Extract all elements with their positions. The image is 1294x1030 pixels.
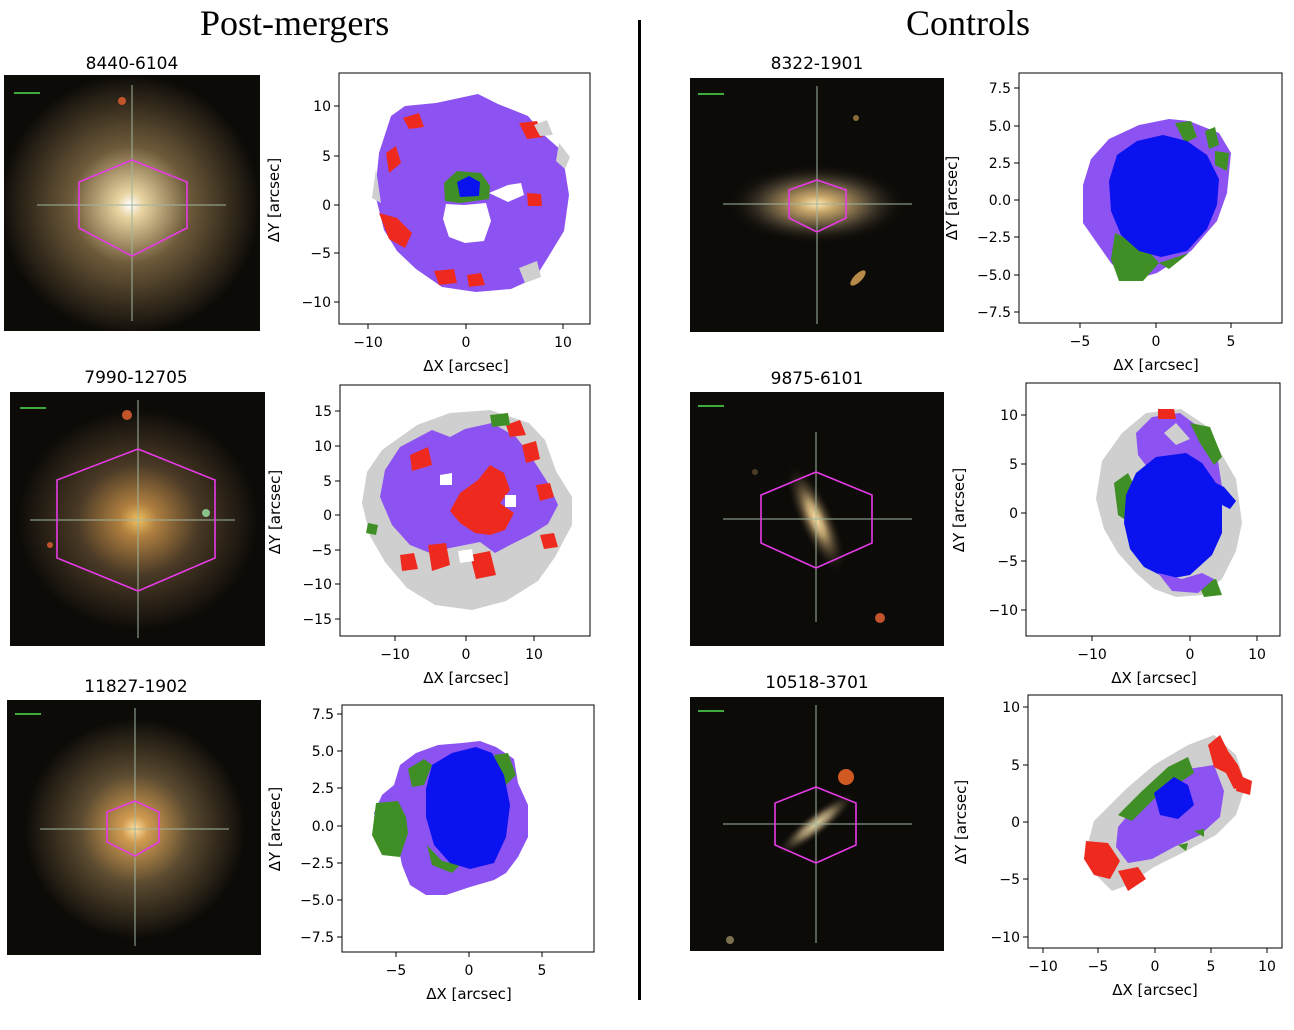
y-tick: −10 bbox=[990, 930, 1020, 946]
y-axis-label: ΔY [arcsec] bbox=[943, 156, 961, 240]
y-axis-label: ΔY [arcsec] bbox=[950, 468, 968, 552]
y-tick: 5 bbox=[323, 474, 332, 490]
y-tick: −10 bbox=[301, 295, 331, 311]
ifu-hexagon bbox=[78, 159, 188, 257]
ifu-hexagon bbox=[760, 471, 873, 569]
x-axis-label: ΔX [arcsec] bbox=[423, 357, 509, 375]
x-axis-label: ΔX [arcsec] bbox=[1112, 981, 1198, 999]
y-tick: 5 bbox=[1011, 758, 1020, 774]
x-tick: −5 bbox=[1088, 959, 1109, 975]
galaxy-image-8440-6104 bbox=[4, 75, 260, 331]
y-tick: 0.0 bbox=[989, 193, 1011, 209]
x-tick: 0 bbox=[462, 335, 471, 351]
map-panel-10518-3701: −10 −5 0 5 10 10 5 0 −5 −10 ΔX [arcsec] … bbox=[940, 690, 1290, 1000]
y-axis-label: ΔY [arcsec] bbox=[266, 470, 284, 554]
y-tick: 0 bbox=[1009, 506, 1018, 522]
y-tick: −5.0 bbox=[300, 893, 334, 909]
y-tick: 10 bbox=[1000, 408, 1018, 424]
y-tick: 7.5 bbox=[312, 707, 334, 723]
y-tick: 5.0 bbox=[989, 119, 1011, 135]
x-tick: 0 bbox=[1186, 647, 1195, 663]
x-tick: 0 bbox=[462, 647, 471, 663]
post-mergers-header: Post-mergers bbox=[200, 3, 390, 43]
x-tick: −5 bbox=[386, 963, 407, 979]
y-tick: −5 bbox=[997, 554, 1018, 570]
star bbox=[118, 97, 126, 105]
x-tick: −5 bbox=[1070, 334, 1091, 350]
y-tick: 0 bbox=[1011, 815, 1020, 831]
y-tick: 10 bbox=[1002, 700, 1020, 716]
y-axis-label: ΔY [arcsec] bbox=[952, 780, 970, 864]
x-tick: 10 bbox=[1248, 647, 1266, 663]
x-tick: 5 bbox=[1207, 959, 1216, 975]
x-tick: 5 bbox=[1227, 334, 1236, 350]
controls-header: Controls bbox=[906, 3, 1031, 43]
galaxy-title-9875-6101: 9875-6101 bbox=[770, 369, 864, 389]
x-tick: 0 bbox=[465, 963, 474, 979]
ifu-hexagon bbox=[106, 800, 160, 857]
x-axis-label: ΔX [arcsec] bbox=[423, 669, 509, 687]
y-tick: −7.5 bbox=[977, 305, 1011, 321]
galaxy-title-10518-3701: 10518-3701 bbox=[765, 673, 869, 693]
x-tick: 5 bbox=[538, 963, 547, 979]
y-tick: −5 bbox=[310, 246, 331, 262]
y-tick: −2.5 bbox=[300, 856, 334, 872]
y-tick: 5 bbox=[1009, 457, 1018, 473]
galaxy-title-8322-1901: 8322-1901 bbox=[770, 54, 864, 74]
y-tick: −2.5 bbox=[977, 230, 1011, 246]
y-tick: −10 bbox=[302, 577, 332, 593]
galaxy-image-10518-3701 bbox=[690, 697, 944, 951]
y-tick: 0.0 bbox=[312, 819, 334, 835]
y-tick: 10 bbox=[313, 99, 331, 115]
x-tick: 10 bbox=[1258, 959, 1276, 975]
galaxy-image-8322-1901 bbox=[690, 78, 944, 332]
galaxy-image-11827-1902 bbox=[7, 700, 261, 955]
map-panel-8440-6104: −10 0 10 10 5 0 −5 −10 ΔX [arcsec] ΔY [a… bbox=[265, 68, 596, 378]
y-tick: 7.5 bbox=[989, 81, 1011, 97]
x-axis-label: ΔX [arcsec] bbox=[426, 985, 512, 1003]
y-axis-label: ΔY [arcsec] bbox=[265, 158, 283, 242]
map-panel-11827-1902: −5 0 5 7.5 5.0 2.5 0.0 −2.5 −5.0 −7.5 ΔX… bbox=[266, 700, 606, 1010]
ifu-hexagon bbox=[788, 179, 847, 233]
x-tick: 10 bbox=[554, 335, 572, 351]
map-panel-9875-6101: −10 0 10 10 5 0 −5 −10 ΔX [arcsec] ΔY [a… bbox=[940, 378, 1290, 688]
galaxy-title-11827-1902: 11827-1902 bbox=[84, 677, 188, 697]
y-tick: 10 bbox=[314, 439, 332, 455]
y-tick: 2.5 bbox=[312, 781, 334, 797]
ifu-hexagon bbox=[774, 786, 857, 864]
y-tick: −15 bbox=[302, 612, 332, 628]
galaxy-image-7990-12705 bbox=[10, 392, 265, 646]
y-tick: 5.0 bbox=[312, 744, 334, 760]
galaxy-title-8440-6104: 8440-6104 bbox=[85, 54, 179, 74]
map-panel-8322-1901: −5 0 5 7.5 5.0 2.5 0.0 −2.5 −5.0 −7.5 ΔX… bbox=[940, 68, 1290, 378]
x-tick: 10 bbox=[525, 647, 543, 663]
galaxy-image-9875-6101 bbox=[690, 392, 944, 646]
y-tick: 0 bbox=[323, 508, 332, 524]
y-tick: 15 bbox=[314, 404, 332, 420]
ifu-hexagon bbox=[56, 448, 216, 592]
x-tick: 0 bbox=[1152, 334, 1161, 350]
column-divider bbox=[638, 20, 641, 1000]
y-tick: 2.5 bbox=[989, 156, 1011, 172]
y-tick: 0 bbox=[322, 198, 331, 214]
y-tick: 5 bbox=[322, 149, 331, 165]
y-tick: −7.5 bbox=[300, 930, 334, 946]
y-tick: −5 bbox=[999, 872, 1020, 888]
y-tick: −5.0 bbox=[977, 268, 1011, 284]
x-tick: −10 bbox=[1077, 647, 1107, 663]
x-tick: 0 bbox=[1151, 959, 1160, 975]
x-axis-label: ΔX [arcsec] bbox=[1111, 669, 1197, 687]
y-tick: −5 bbox=[311, 543, 332, 559]
x-tick: −10 bbox=[1028, 959, 1058, 975]
x-axis-label: ΔX [arcsec] bbox=[1113, 356, 1199, 374]
y-axis-label: ΔY [arcsec] bbox=[266, 787, 284, 871]
galaxy-title-7990-12705: 7990-12705 bbox=[84, 368, 188, 388]
x-tick: −10 bbox=[380, 647, 410, 663]
y-tick: −10 bbox=[988, 603, 1018, 619]
map-panel-7990-12705: −10 0 10 15 10 5 0 −5 −10 −15 ΔX [arcsec… bbox=[266, 380, 596, 690]
x-tick: −10 bbox=[353, 335, 383, 351]
